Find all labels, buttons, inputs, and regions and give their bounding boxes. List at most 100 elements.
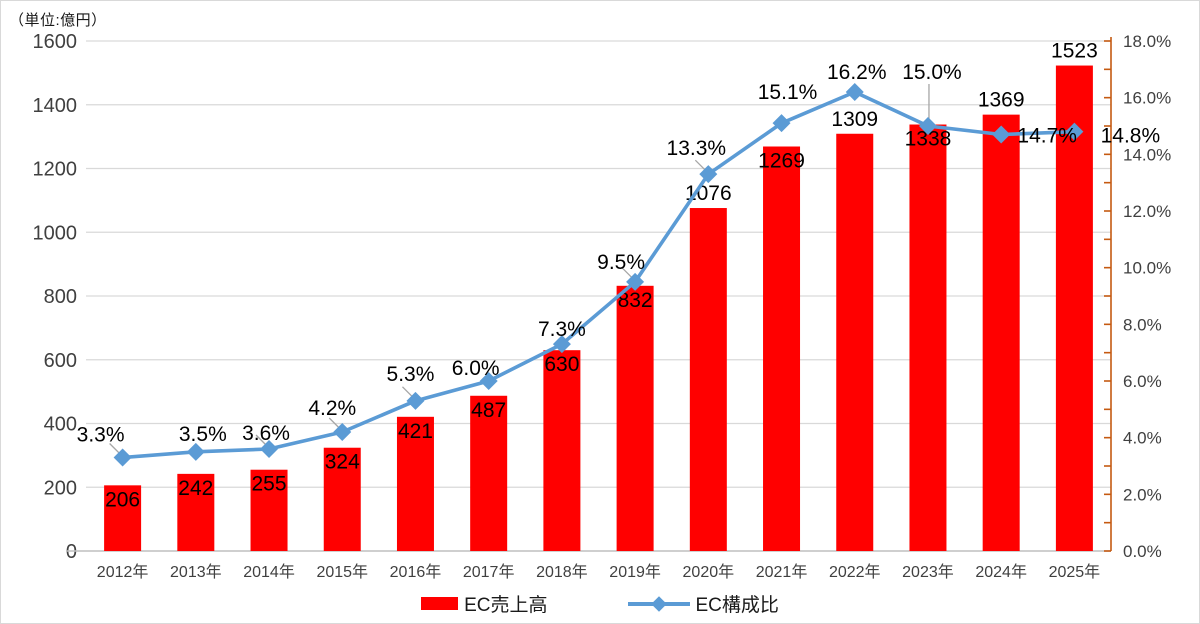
diamond-marker bbox=[699, 165, 718, 184]
label-leader-lines bbox=[109, 84, 930, 454]
diamond-marker bbox=[626, 272, 645, 291]
diamond-marker bbox=[1065, 122, 1084, 141]
diamond-marker bbox=[260, 440, 279, 458]
svg-text:9.5%: 9.5% bbox=[597, 251, 645, 274]
svg-text:421: 421 bbox=[398, 420, 433, 443]
svg-text:3.5%: 3.5% bbox=[179, 423, 227, 446]
bar bbox=[689, 208, 727, 551]
svg-text:832: 832 bbox=[618, 289, 653, 312]
svg-text:15.0%: 15.0% bbox=[902, 61, 962, 84]
bar bbox=[836, 133, 874, 551]
svg-text:2012年: 2012年 bbox=[97, 563, 149, 581]
bar bbox=[982, 114, 1020, 551]
bar bbox=[1055, 65, 1093, 551]
svg-text:800: 800 bbox=[44, 286, 77, 308]
bar-value-labels: 206 242 255 324 421 487 630 832 1076 1269 1309 1338… bbox=[105, 40, 1098, 512]
right-axis: 0.0% 2.0% 4.0% 6.0% 8.0% 10.0% 12.0% 14.0% 16.0%… bbox=[1104, 32, 1171, 561]
bar bbox=[177, 473, 215, 551]
svg-text:2015年: 2015年 bbox=[316, 563, 368, 581]
svg-text:13.3%: 13.3% bbox=[667, 137, 727, 160]
diamond-marker bbox=[406, 391, 425, 410]
svg-text:400: 400 bbox=[44, 414, 77, 436]
legend-item-ec-sales: EC売上高 bbox=[421, 590, 548, 617]
diamond-marker bbox=[479, 372, 498, 390]
svg-text:2017年: 2017年 bbox=[463, 563, 515, 581]
svg-text:1076: 1076 bbox=[685, 182, 732, 205]
svg-text:14.8%: 14.8% bbox=[1101, 125, 1161, 148]
svg-text:2019年: 2019年 bbox=[609, 563, 661, 581]
svg-text:206: 206 bbox=[105, 488, 140, 511]
bar bbox=[396, 416, 434, 551]
svg-text:8.0%: 8.0% bbox=[1123, 315, 1162, 334]
svg-text:14.0%: 14.0% bbox=[1123, 145, 1171, 164]
unit-label: （単位:億円） bbox=[9, 12, 107, 29]
svg-text:16.0%: 16.0% bbox=[1123, 89, 1171, 108]
svg-text:10.0%: 10.0% bbox=[1123, 259, 1171, 278]
bar bbox=[104, 485, 142, 551]
diamond-marker bbox=[918, 117, 937, 135]
bar bbox=[323, 447, 361, 551]
diamond-marker bbox=[113, 448, 132, 467]
svg-text:242: 242 bbox=[178, 477, 213, 500]
bar bbox=[763, 146, 801, 551]
svg-text:2.0%: 2.0% bbox=[1123, 485, 1162, 504]
line-series bbox=[122, 90, 1075, 460]
svg-text:1269: 1269 bbox=[758, 150, 805, 173]
legend-label-ec-sales: EC売上高 bbox=[464, 595, 548, 616]
bar bbox=[470, 395, 508, 551]
bar bbox=[250, 469, 288, 551]
x-axis-labels: 2012年 2013年 2014年 2015年 2016年 2017年 2018年 2019年… bbox=[97, 563, 1100, 581]
svg-text:2024年: 2024年 bbox=[975, 563, 1027, 581]
svg-text:6.0%: 6.0% bbox=[452, 357, 500, 380]
svg-text:2023年: 2023年 bbox=[902, 563, 954, 581]
svg-text:2016年: 2016年 bbox=[390, 563, 442, 581]
svg-text:324: 324 bbox=[325, 451, 360, 474]
svg-text:4.0%: 4.0% bbox=[1123, 429, 1162, 448]
bar bbox=[616, 285, 654, 551]
svg-text:2013年: 2013年 bbox=[170, 563, 222, 581]
svg-text:487: 487 bbox=[471, 399, 506, 422]
left-axis-labels: 0 200 400 600 800 1000 1200 1400 1600 bbox=[33, 31, 78, 563]
svg-text:2014年: 2014年 bbox=[243, 563, 295, 581]
svg-text:1600: 1600 bbox=[33, 31, 78, 53]
svg-text:1000: 1000 bbox=[33, 222, 78, 244]
svg-text:3.6%: 3.6% bbox=[242, 422, 290, 445]
svg-text:16.2%: 16.2% bbox=[827, 61, 887, 84]
diamond-marker bbox=[845, 83, 864, 101]
gridlines bbox=[86, 40, 1111, 488]
svg-text:2018年: 2018年 bbox=[536, 563, 588, 581]
svg-text:18.0%: 18.0% bbox=[1123, 32, 1171, 51]
svg-text:0: 0 bbox=[66, 541, 77, 563]
legend-item-ec-ratio: EC構成比 bbox=[627, 590, 779, 617]
diamond-marker bbox=[772, 114, 791, 133]
svg-text:1309: 1309 bbox=[831, 108, 878, 131]
svg-text:200: 200 bbox=[44, 477, 77, 499]
svg-text:2025年: 2025年 bbox=[1049, 563, 1101, 581]
svg-text:1200: 1200 bbox=[33, 159, 78, 181]
svg-text:1523: 1523 bbox=[1051, 40, 1098, 63]
svg-text:1369: 1369 bbox=[978, 89, 1025, 112]
bar bbox=[543, 350, 581, 551]
legend-label-ec-ratio: EC構成比 bbox=[695, 595, 779, 616]
svg-text:4.2%: 4.2% bbox=[308, 397, 356, 420]
diamond-marker bbox=[333, 423, 352, 441]
svg-text:0.0%: 0.0% bbox=[1123, 542, 1162, 561]
svg-text:600: 600 bbox=[44, 350, 77, 372]
line-diamond-swatch-icon bbox=[627, 595, 690, 612]
svg-text:7.3%: 7.3% bbox=[538, 318, 586, 341]
svg-text:1400: 1400 bbox=[33, 95, 78, 117]
line-point-labels: 3.3% 3.5% 3.6% 4.2% 5.3% 6.0% 7.3% 9.5% 13.3% 15.… bbox=[77, 61, 1160, 447]
svg-text:2020年: 2020年 bbox=[683, 563, 735, 581]
bar-swatch-icon bbox=[421, 597, 459, 610]
diamond-marker bbox=[552, 335, 571, 354]
svg-text:3.3%: 3.3% bbox=[77, 424, 125, 447]
chart-legend: EC売上高 EC構成比 bbox=[1, 590, 1199, 617]
svg-text:5.3%: 5.3% bbox=[387, 363, 435, 386]
svg-text:630: 630 bbox=[544, 353, 579, 376]
line-markers bbox=[113, 83, 1084, 467]
bar-series bbox=[104, 65, 1093, 551]
svg-text:1338: 1338 bbox=[905, 128, 952, 151]
svg-text:2022年: 2022年 bbox=[829, 563, 881, 581]
